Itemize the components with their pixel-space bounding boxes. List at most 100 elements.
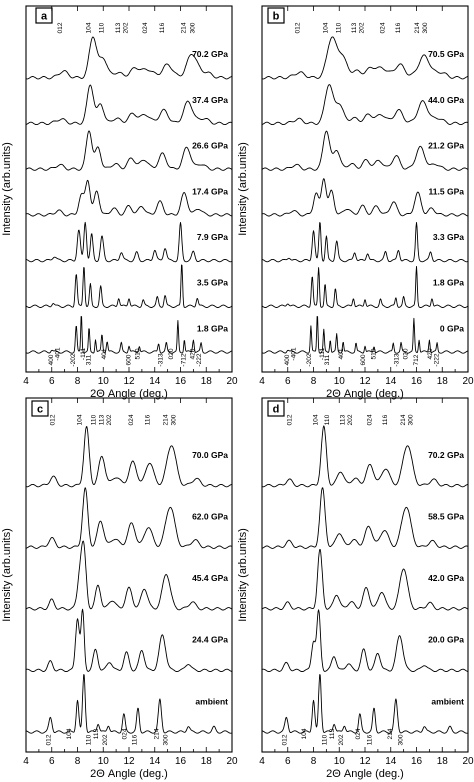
x-tick-label: 18 [201, 756, 213, 767]
series-line [25, 221, 233, 263]
x-tick-label: 12 [123, 756, 135, 767]
x-tick-label: 16 [175, 756, 187, 767]
hkl-label-bottom: -222 [433, 353, 440, 367]
hkl-label-top: 116 [382, 414, 389, 425]
hkl-label-top: 104 [76, 414, 83, 425]
series-label: 45.4 GPa [192, 573, 228, 583]
hkl-label-bottom: 401 [101, 348, 108, 359]
hkl-label-top: 113 [115, 22, 122, 33]
series-line [25, 674, 233, 734]
x-axis-label: 2Θ Angle (deg.) [326, 388, 404, 400]
hkl-label-bottom: 020 [402, 348, 409, 359]
series-line [25, 130, 233, 171]
series-label: 1.8 GPa [433, 278, 464, 288]
series-label: 44.0 GPa [428, 95, 464, 105]
hkl-label-bottom: -111 [80, 348, 87, 361]
series-line [261, 36, 469, 80]
panel-b: b 4 6 8 10 12 14 16 18 20 2Θ Angle (deg.) Intensity… [237, 5, 474, 400]
x-tick-label: 14 [385, 376, 397, 387]
series-label: 11.5 GPa [429, 186, 465, 196]
series-label: 0 GPa [440, 323, 464, 333]
series-line [261, 316, 469, 354]
series-line [261, 84, 469, 126]
panel-d: d 4 6 8 10 12 14 16 18 20 2Θ Angle (deg.) Intensity… [237, 397, 474, 780]
hkl-label-bottom: -222 [196, 353, 203, 367]
hkl-label-bottom: 012 [45, 734, 52, 745]
hkl-label-top: 104 [312, 414, 319, 425]
x-tick-label: 14 [385, 756, 397, 767]
series-line [261, 609, 469, 673]
hkl-label-top: 110 [91, 414, 98, 425]
series-label: 58.5 GPa [428, 511, 464, 521]
hkl-label-top: 300 [408, 414, 415, 425]
hkl-label-bottom: 110 [321, 734, 328, 745]
series-line [25, 608, 233, 673]
hkl-label-bottom: 420 [190, 348, 197, 359]
hkl-label-bottom: 024 [355, 728, 362, 739]
series-line [261, 178, 469, 217]
panel-letter: a [41, 11, 48, 23]
hkl-label-top: 104 [323, 22, 330, 33]
series-line [261, 130, 469, 171]
hkl-label-bottom: 113 [329, 728, 336, 739]
series-line [25, 84, 233, 126]
hkl-label-bottom: 400 [284, 354, 291, 365]
x-tick-label: 6 [285, 756, 291, 767]
series-line [25, 264, 233, 308]
y-axis-label: Intensity (arb.units) [1, 142, 13, 236]
hkl-label-bottom: 214 [387, 728, 394, 739]
panel-letter: c [37, 404, 43, 416]
series-label: 21.2 GPa [428, 141, 464, 151]
series-line [25, 487, 233, 549]
hkl-label-bottom: 110 [85, 734, 92, 745]
series-label: 20.0 GPa [428, 635, 464, 645]
hkl-label-top: 113 [339, 414, 346, 425]
x-tick-label: 14 [149, 376, 161, 387]
hkl-label-bottom: -401 [54, 347, 61, 361]
x-tick-label: 6 [49, 376, 55, 387]
hkl-label-bottom: 202 [338, 734, 345, 745]
hkl-label-bottom: 600 [360, 354, 367, 365]
hkl-label-bottom: 600 [125, 354, 132, 365]
series-label: 3.5 GPa [197, 278, 228, 288]
x-tick-label: 16 [411, 376, 423, 387]
hkl-label-top: 110 [336, 22, 343, 33]
series-label: 70.5 GPa [428, 49, 464, 59]
hkl-label-top: 012 [49, 414, 56, 425]
hkl-label-bottom: 104 [66, 728, 73, 739]
series-line [261, 222, 469, 263]
hkl-label-bottom: 116 [366, 734, 373, 745]
y-axis-label: Intensity (arb.units) [1, 528, 13, 622]
hkl-label-top: 024 [379, 22, 386, 33]
series-label: 7.9 GPa [197, 232, 228, 242]
hkl-label-top: 202 [123, 22, 130, 33]
series-line [261, 549, 469, 611]
hkl-label-bottom: -202 [306, 353, 313, 367]
hkl-label-top: 012 [287, 414, 294, 425]
hkl-label-bottom: 214 [154, 728, 161, 739]
series-label: 3.3 GPa [433, 232, 464, 242]
hkl-label-top: 214 [163, 414, 170, 425]
hkl-label-bottom: -313 [157, 353, 164, 367]
x-tick-label: 12 [359, 376, 371, 387]
series-label: 42.0 GPa [428, 573, 464, 583]
hkl-label-top: 300 [190, 22, 197, 33]
hkl-label-top: 214 [414, 22, 421, 33]
panel-letter: d [273, 404, 280, 416]
x-tick-label: 8 [75, 756, 81, 767]
x-tick-label: 10 [334, 376, 346, 387]
x-tick-label: 18 [437, 376, 449, 387]
hkl-label-top: 116 [145, 414, 152, 425]
x-tick-label: 16 [175, 376, 187, 387]
hkl-label-top: 214 [181, 22, 188, 33]
x-tick-label: 4 [23, 376, 29, 387]
x-tick-label: 4 [259, 376, 265, 387]
x-tick-label: 8 [311, 756, 317, 767]
x-tick-label: 20 [226, 756, 238, 767]
y-axis-label: Intensity (arb.units) [237, 528, 249, 622]
hkl-label-top: 012 [57, 22, 64, 33]
x-tick-label: 10 [98, 756, 110, 767]
series-line [261, 674, 469, 734]
hkl-label-bottom: 311 [324, 354, 331, 365]
